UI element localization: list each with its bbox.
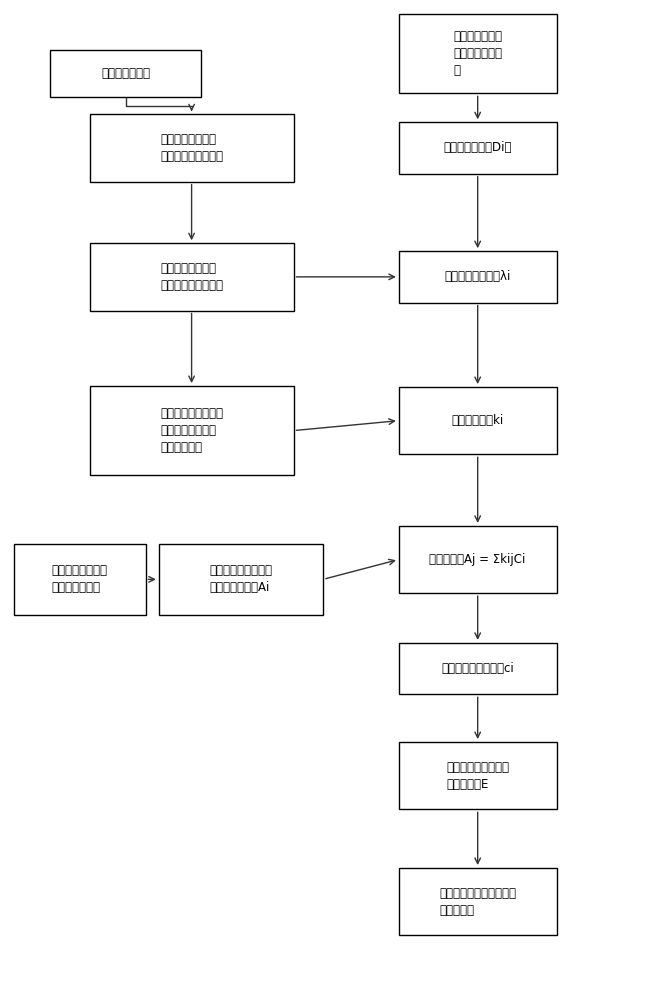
- Bar: [399, 643, 557, 694]
- Bar: [399, 868, 557, 935]
- Text: 求出吸光系数ki: 求出吸光系数ki: [452, 414, 503, 427]
- Bar: [399, 526, 557, 593]
- Bar: [399, 742, 557, 809]
- Text: 测试工艺过程中溶
液的吸收光谱图: 测试工艺过程中溶 液的吸收光谱图: [52, 564, 108, 594]
- Bar: [90, 114, 294, 182]
- Text: 建立基础数据库: 建立基础数据库: [101, 67, 151, 80]
- Text: 建立方程组Aj = ΣkijCi: 建立方程组Aj = ΣkijCi: [430, 553, 526, 566]
- Bar: [50, 50, 202, 97]
- Bar: [399, 122, 557, 174]
- Bar: [399, 387, 557, 454]
- Text: 取各物料最大吸收波
长处的吸光度值Ai: 取各物料最大吸收波 长处的吸光度值Ai: [209, 564, 272, 594]
- Bar: [90, 243, 294, 311]
- Bar: [14, 544, 146, 615]
- Bar: [159, 544, 323, 615]
- Text: 计算物料浓度随时间
变化百分率E: 计算物料浓度随时间 变化百分率E: [446, 761, 509, 791]
- Text: 由吸收光谱求出最
大吸收波长，并保存: 由吸收光谱求出最 大吸收波长，并保存: [160, 262, 223, 292]
- Bar: [399, 251, 557, 303]
- Bar: [90, 386, 294, 475]
- Text: 输入物料名称（Di）: 输入物料名称（Di）: [444, 141, 512, 154]
- Text: 测试每种物料的吸
收光谱图，保存数据: 测试每种物料的吸 收光谱图，保存数据: [160, 133, 223, 163]
- Bar: [399, 14, 557, 93]
- Text: 绘制并显示物料浓度随时
间变化曲线: 绘制并显示物料浓度随时 间变化曲线: [439, 887, 516, 917]
- Text: 物料浓度及其随
时间变化曲线测
试: 物料浓度及其随 时间变化曲线测 试: [453, 30, 502, 77]
- Text: 配制并测试一系列浓
度溶液的吸收光谱
图，保存数据: 配制并测试一系列浓 度溶液的吸收光谱 图，保存数据: [160, 407, 223, 454]
- Text: 获取最大吸收波长λi: 获取最大吸收波长λi: [444, 270, 511, 283]
- Text: 求出并显示物料浓度ci: 求出并显示物料浓度ci: [442, 662, 514, 675]
